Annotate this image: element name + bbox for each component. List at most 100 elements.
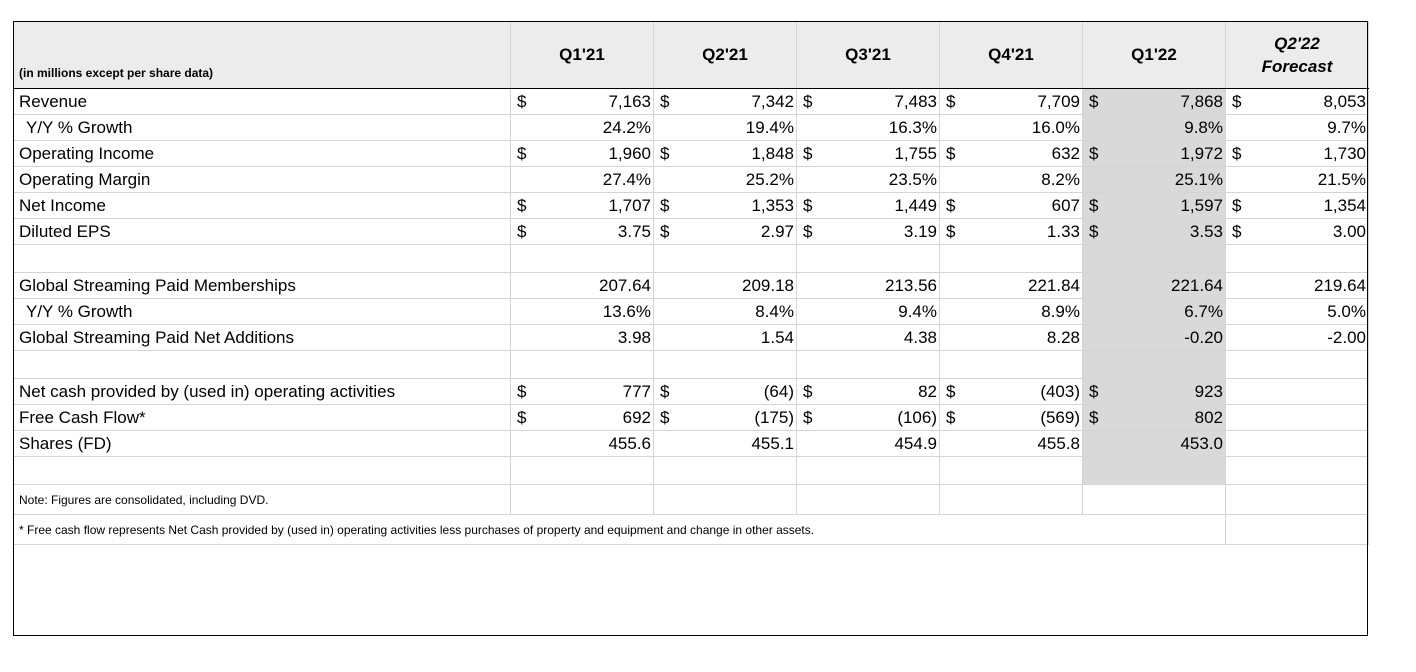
cell-value: 219.64: [1314, 275, 1366, 295]
value-cell: $ (106): [796, 404, 940, 431]
spacer-row: [13, 456, 1369, 485]
value-cell: -0.20: [1082, 324, 1226, 351]
value-cell: $1.33: [939, 218, 1083, 245]
table-row: Operating Margin 27.4% 25.2% 23.5% 8.2% 25.1%…: [13, 166, 1369, 193]
table-row: Global Streaming Paid Net Additions 3.98 1…: [13, 324, 1369, 351]
value-cell: $ (64): [653, 378, 797, 405]
note-row: Note: Figures are consolidated, includin…: [13, 484, 1369, 515]
currency-symbol: $: [946, 221, 956, 241]
cell-value: (64): [763, 381, 794, 401]
currency-symbol: $: [660, 143, 670, 163]
value-cell: 4.38: [796, 324, 940, 351]
empty-cell: [1225, 456, 1369, 485]
currency-symbol: $: [1089, 407, 1099, 427]
value-cell: $1,848: [653, 140, 797, 167]
value-cell: $ (569): [939, 404, 1083, 431]
cell-value: 3.19: [903, 221, 937, 241]
currency-symbol: $: [517, 143, 527, 163]
currency-symbol: $: [660, 195, 670, 215]
value-cell: $802: [1082, 404, 1226, 431]
cell-value: 9.4%: [898, 301, 937, 321]
value-cell: 221.64: [1082, 272, 1226, 299]
value-cell: 25.1%: [1082, 166, 1226, 193]
currency-symbol: $: [1232, 195, 1242, 215]
value-cell: $3.00: [1225, 218, 1369, 245]
table-row: Global Streaming Paid Memberships 207.64 2…: [13, 272, 1369, 299]
cell-value: 4.38: [903, 327, 937, 347]
value-cell: $3.75: [510, 218, 654, 245]
period-header-q2-22-forecast: Q2'22 Forecast: [1225, 21, 1369, 89]
cell-value: 9.7%: [1327, 117, 1366, 137]
value-cell: $1,597: [1082, 192, 1226, 219]
currency-symbol: $: [660, 221, 670, 241]
value-cell: 453.0: [1082, 430, 1226, 457]
currency-symbol: $: [803, 143, 813, 163]
period-header-q4-21: Q4'21: [939, 21, 1083, 89]
cell-value: 3.98: [617, 327, 651, 347]
value-cell: 219.64: [1225, 272, 1369, 299]
cell-value: 7,709: [1037, 91, 1080, 111]
row-label: Operating Margin: [13, 166, 511, 193]
value-cell: $1,730: [1225, 140, 1369, 167]
value-cell: 16.0%: [939, 114, 1083, 141]
value-cell: 24.2%: [510, 114, 654, 141]
value-cell: 455.8: [939, 430, 1083, 457]
table-row: Shares (FD) 455.6 455.1 454.9 455.8 453.0: [13, 430, 1369, 457]
row-label: Y/Y % Growth: [13, 298, 511, 325]
cell-value: 453.0: [1180, 433, 1223, 453]
cell-value: 27.4%: [602, 169, 651, 189]
value-cell: $1,755: [796, 140, 940, 167]
currency-symbol: $: [660, 91, 670, 111]
cell-value: 82: [918, 381, 937, 401]
value-cell: 9.4%: [796, 298, 940, 325]
currency-symbol: $: [1089, 381, 1099, 401]
note-free-cash-flow: * Free cash flow represents Net Cash pro…: [13, 514, 1226, 545]
cell-value: 8.9%: [1041, 301, 1080, 321]
value-cell: $8,053: [1225, 88, 1369, 115]
empty-cell: [653, 484, 797, 515]
value-cell: 27.4%: [510, 166, 654, 193]
currency-symbol: $: [803, 381, 813, 401]
cell-value: 692: [622, 407, 651, 427]
empty-cell: [510, 484, 654, 515]
currency-symbol: $: [803, 407, 813, 427]
value-cell: 6.7%: [1082, 298, 1226, 325]
value-cell: $1,449: [796, 192, 940, 219]
row-label: Net Income: [13, 192, 511, 219]
row-label: Operating Income: [13, 140, 511, 167]
table-row: Diluted EPS $3.75 $2.97 $3.19 $1.33 $3.53 $3.0…: [13, 218, 1369, 245]
empty-cell: [796, 350, 940, 379]
value-cell: $923: [1082, 378, 1226, 405]
value-cell: [1225, 404, 1369, 431]
cell-value: 8,053: [1323, 91, 1366, 111]
empty-cell: [1225, 484, 1369, 515]
cell-value: 455.8: [1037, 433, 1080, 453]
table-row: Operating Income $1,960 $1,848 $1,755 $632 $1…: [13, 140, 1369, 167]
currency-symbol: $: [1232, 91, 1242, 111]
empty-cell: [13, 244, 511, 273]
cell-value: 1.33: [1046, 221, 1080, 241]
cell-value: 3.75: [617, 221, 651, 241]
empty-cell: [653, 244, 797, 273]
cell-value: 632: [1051, 143, 1080, 163]
value-cell: $607: [939, 192, 1083, 219]
value-cell: -2.00: [1225, 324, 1369, 351]
value-cell: $7,483: [796, 88, 940, 115]
cell-value: 9.8%: [1184, 117, 1223, 137]
currency-symbol: $: [1089, 221, 1099, 241]
cell-value: 1,707: [608, 195, 651, 215]
currency-symbol: $: [1232, 221, 1242, 241]
cell-value: 1,972: [1180, 143, 1223, 163]
cell-value: 221.84: [1028, 275, 1080, 295]
value-cell: $1,354: [1225, 192, 1369, 219]
empty-cell: [13, 350, 511, 379]
value-cell: 19.4%: [653, 114, 797, 141]
empty-cell: [939, 350, 1083, 379]
table-row: Net cash provided by (used in) operating…: [13, 378, 1369, 405]
cell-value: 8.28: [1046, 327, 1080, 347]
table-row: Y/Y % Growth 24.2% 19.4% 16.3% 16.0% 9.8% 9.7%: [13, 114, 1369, 141]
value-cell: $3.53: [1082, 218, 1226, 245]
row-label: Global Streaming Paid Net Additions: [13, 324, 511, 351]
cell-value: 5.0%: [1327, 301, 1366, 321]
financial-summary-table: (in millions except per share data) Q1'2…: [13, 21, 1369, 545]
